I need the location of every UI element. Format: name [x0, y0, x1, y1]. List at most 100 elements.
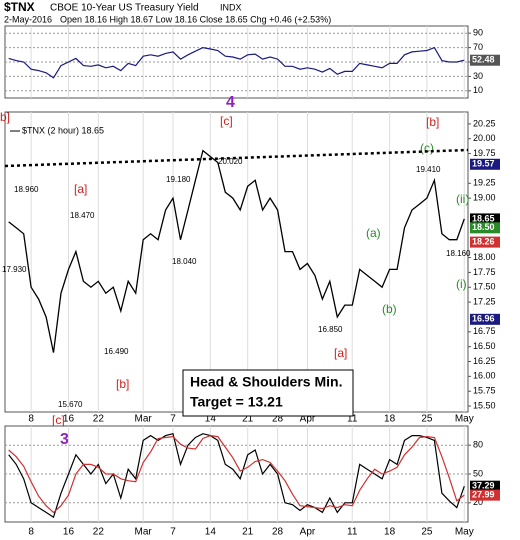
value-tag-label: 19.57	[472, 159, 495, 169]
x-tick-label: 8	[28, 527, 34, 538]
x-tick-label: 25	[421, 527, 433, 538]
y-tick-label: 15.75	[473, 386, 496, 396]
x-tick-label: Mar	[135, 414, 153, 425]
annotation: (ii)	[456, 192, 469, 206]
y-tick-label: 50	[473, 468, 483, 478]
value-tag-label: 18.65	[472, 213, 495, 223]
series-line	[8, 149, 465, 353]
note-text: Target = 13.21	[190, 394, 283, 410]
x-tick-label: 7	[170, 527, 176, 538]
x-tick-label: 16	[63, 414, 75, 425]
annotation: (b)	[382, 302, 397, 316]
y-tick-label: 17.25	[473, 296, 496, 306]
annotation: 18.160	[446, 249, 471, 258]
y-tick-label: 90	[473, 28, 483, 38]
annotation: b]	[0, 110, 10, 124]
y-tick-label: 19.25	[473, 178, 496, 188]
note-box	[182, 369, 354, 417]
y-tick-label: 80	[473, 440, 483, 450]
y-tick-label: 16.50	[473, 341, 496, 351]
x-tick-label: 28	[272, 527, 284, 538]
x-tick-label: 16	[63, 527, 75, 538]
x-tick-label: Apr	[300, 527, 316, 538]
y-tick-label: 16.00	[473, 371, 496, 381]
series-line	[8, 434, 465, 514]
x-tick-label: 14	[205, 527, 217, 538]
y-tick-label: 17.50	[473, 282, 496, 292]
x-tick-label: 8	[28, 414, 34, 425]
annotation: 17.930	[2, 265, 27, 274]
y-tick-label: 19.75	[473, 148, 496, 158]
x-tick-label: 21	[242, 527, 254, 538]
trend-line	[4, 148, 469, 168]
value-tag-label: 18.50	[472, 222, 495, 232]
value-tag-label: 52.48	[472, 55, 495, 65]
y-tick-label: 10	[473, 85, 483, 95]
date: 2-May-2016	[4, 14, 52, 24]
x-tick-label: 25	[421, 414, 433, 425]
x-tick-label: 11	[347, 414, 358, 425]
annotation: [b]	[116, 377, 129, 391]
x-tick-label: 21	[242, 414, 254, 425]
annotation: (i)	[456, 277, 467, 291]
x-tick-label: 22	[93, 414, 105, 425]
value-tag	[470, 222, 500, 234]
value-tag	[470, 480, 500, 492]
note-text: Head & Shoulders Min.	[190, 374, 342, 390]
y-tick-label: 19.00	[473, 193, 496, 203]
instrument-name: CBOE 10-Year US Treasury Yield	[50, 3, 199, 14]
annotation: 19.410	[416, 165, 441, 174]
exchange: INDX	[220, 2, 242, 12]
annotation: 15.670	[58, 400, 83, 409]
annotation: [a]	[74, 182, 87, 196]
x-tick-label: 7	[170, 414, 176, 425]
y-tick-label: 16.25	[473, 356, 496, 366]
series-line	[8, 46, 465, 79]
y-tick-label: 20.25	[473, 118, 496, 128]
value-tag	[470, 158, 500, 170]
x-tick-label: 28	[272, 414, 284, 425]
y-tick-label: 70	[473, 42, 483, 52]
annotation: 20.020	[218, 157, 243, 166]
y-tick-label: 20.00	[473, 133, 496, 143]
x-tick-label: 11	[347, 527, 358, 538]
series-line	[8, 432, 465, 519]
annotation: (a)	[366, 226, 381, 240]
annotation: 18.470	[70, 211, 95, 220]
quote: Open 18.16 High 18.67 Low 18.16 Close 18…	[60, 14, 331, 24]
value-tag	[470, 236, 500, 248]
value-tag-label: 27.99	[472, 490, 495, 500]
annotation: 18.960	[14, 185, 39, 194]
annotation: [c]	[52, 413, 65, 427]
annotation: (c)	[420, 141, 434, 155]
annotation: [b]	[426, 115, 439, 129]
annotation: 18.040	[172, 257, 197, 266]
annotation: [c]	[220, 114, 233, 128]
annotation: [a]	[334, 346, 347, 360]
x-tick-label: May	[455, 527, 474, 538]
x-tick-label: 18	[384, 527, 396, 538]
x-tick-label: 22	[93, 527, 105, 538]
y-tick-label: 30	[473, 71, 483, 81]
annotation: 16.850	[318, 325, 343, 334]
annotation: 3	[60, 431, 69, 448]
symbol: $TNX	[4, 0, 35, 14]
y-tick-label: 16.75	[473, 326, 496, 336]
value-tag	[470, 313, 500, 325]
value-tag-label: 18.26	[472, 236, 495, 246]
value-tag	[470, 213, 500, 225]
value-tag	[470, 54, 500, 66]
annotation: 19.180	[166, 175, 191, 184]
y-tick-label: 17.75	[473, 267, 496, 277]
y-tick-label: 18.00	[473, 252, 496, 262]
value-tag-label: 16.96	[472, 314, 495, 324]
legend-label: $TNX (2 hour) 18.65	[22, 125, 104, 135]
x-tick-label: Apr	[300, 414, 316, 425]
x-tick-label: 18	[384, 414, 396, 425]
annotation: 16.490	[104, 347, 129, 356]
value-tag-label: 37.29	[472, 481, 495, 491]
y-tick-label: 20	[473, 497, 483, 507]
y-tick-label: 15.50	[473, 400, 496, 410]
